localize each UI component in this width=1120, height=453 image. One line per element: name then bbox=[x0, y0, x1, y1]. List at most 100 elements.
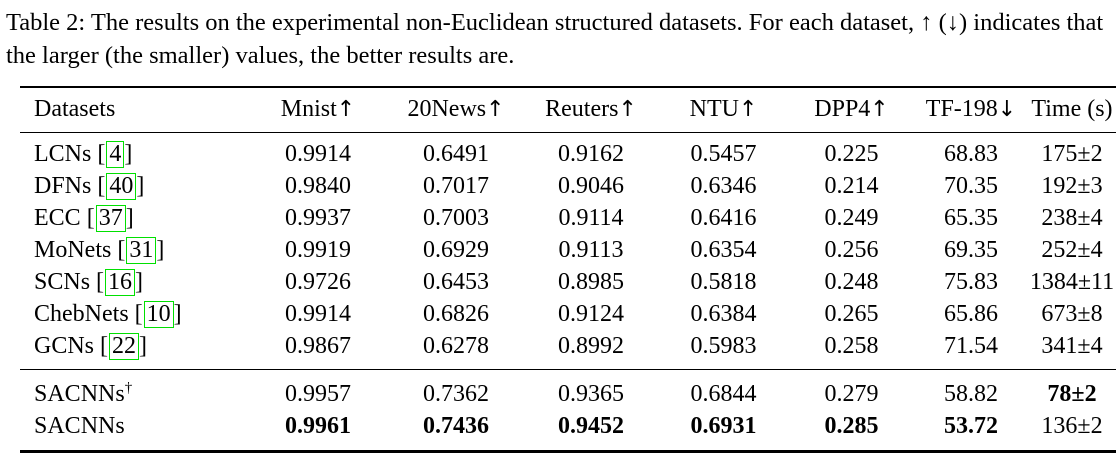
metric-value: 58.82 bbox=[944, 381, 998, 408]
bracket: ] bbox=[125, 205, 134, 232]
column-header-mnist: Mnist↑ bbox=[248, 87, 388, 134]
metric-value: 0.6354 bbox=[690, 237, 757, 264]
table-row-chebnets: ChebNets [10] 0.9914 0.6826 0.9124 0.638… bbox=[20, 298, 1116, 330]
metric-value: 0.6416 bbox=[690, 205, 757, 232]
method-label: MoNets bbox=[34, 237, 112, 264]
metric-value: 0.9840 bbox=[285, 173, 351, 200]
table-row-monets: MoNets [31] 0.9919 0.6929 0.9113 0.6354 … bbox=[20, 234, 1116, 266]
proposed-methods-group: SACNNs† 0.9957 0.7362 0.9365 0.6844 0.27… bbox=[20, 370, 1116, 452]
column-header-label: 20News bbox=[407, 96, 487, 123]
method-name: SACNNs† bbox=[20, 370, 248, 411]
citation-link[interactable]: 40 bbox=[106, 173, 137, 201]
baseline-methods-group: LCNs [4] 0.9914 0.6491 0.9162 0.5457 0.2… bbox=[20, 133, 1116, 371]
metric-value: 0.9046 bbox=[558, 173, 624, 200]
citation-link[interactable]: 10 bbox=[143, 301, 174, 329]
bracket: ] bbox=[156, 237, 165, 264]
metric-value: 0.6844 bbox=[690, 381, 757, 408]
metric-value: 0.279 bbox=[824, 381, 879, 408]
method-label: SACNNs bbox=[34, 381, 125, 408]
bracket: ] bbox=[124, 141, 133, 168]
metric-value: 0.248 bbox=[824, 269, 879, 296]
column-header-dpp4: DPP4↑ bbox=[789, 87, 914, 134]
method-name: SCNs [16] bbox=[20, 266, 248, 298]
metric-value: 69.35 bbox=[944, 237, 998, 264]
up-arrow-icon: ↑ bbox=[618, 97, 637, 123]
metric-value: 0.258 bbox=[789, 330, 914, 371]
table-row-ecc: ECC [37] 0.9937 0.7003 0.9114 0.6416 0.2… bbox=[20, 202, 1116, 234]
citation-link[interactable]: 16 bbox=[105, 269, 136, 297]
column-header-time: Time (s) bbox=[1028, 87, 1116, 134]
metric-value: 75.83 bbox=[944, 269, 998, 296]
metric-value-best: 0.285 bbox=[824, 413, 879, 440]
bracket: ] bbox=[173, 301, 182, 328]
metric-value: 0.9726 bbox=[285, 269, 351, 296]
metric-value: 0.9114 bbox=[558, 205, 624, 232]
metric-value: 673±8 bbox=[1041, 301, 1103, 328]
column-header-label: Mnist bbox=[280, 96, 337, 123]
metric-value: 0.256 bbox=[824, 237, 879, 264]
dagger-superscript: † bbox=[124, 380, 133, 397]
method-name: DFNs [40] bbox=[20, 170, 248, 202]
metric-value: 238±4 bbox=[1041, 205, 1103, 232]
metric-value: 0.225 bbox=[824, 141, 879, 168]
metric-value-best: 53.72 bbox=[944, 413, 998, 440]
metric-value: 0.8985 bbox=[558, 269, 624, 296]
metric-value: 0.5983 bbox=[658, 330, 789, 371]
method-label: SCNs bbox=[34, 269, 91, 296]
metric-value: 0.9113 bbox=[558, 237, 624, 264]
method-label: DFNs bbox=[34, 173, 92, 200]
column-header-label: Reuters bbox=[545, 96, 619, 123]
method-label: GCNs bbox=[34, 333, 95, 360]
bracket: [ bbox=[86, 205, 95, 232]
metric-value: 0.9162 bbox=[558, 141, 624, 168]
method-name: LCNs [4] bbox=[20, 133, 248, 171]
metric-value: 0.9867 bbox=[248, 330, 388, 371]
bracket: [ bbox=[117, 237, 126, 264]
bracket: [ bbox=[134, 301, 143, 328]
table-caption: Table 2: The results on the experimental… bbox=[6, 9, 1104, 69]
table-row-dfns: DFNs [40] 0.9840 0.7017 0.9046 0.6346 0.… bbox=[20, 170, 1116, 202]
metric-value-best: 78±2 bbox=[1047, 381, 1097, 408]
citation-link[interactable]: 4 bbox=[106, 141, 125, 169]
method-label: LCNs bbox=[34, 141, 92, 168]
metric-value-best: 0.7436 bbox=[423, 413, 489, 440]
metric-value: 192±3 bbox=[1041, 173, 1103, 200]
column-header-label: NTU bbox=[689, 96, 739, 123]
column-header-tf198: TF-198↓ bbox=[914, 87, 1028, 134]
metric-value: 0.249 bbox=[824, 205, 879, 232]
column-header-reuters: Reuters↑ bbox=[524, 87, 658, 134]
metric-value: 0.6826 bbox=[423, 301, 489, 328]
bracket: ] bbox=[139, 333, 148, 360]
header-row: Datasets Mnist↑ 20News↑ Reuters↑ NTU↑ DP… bbox=[20, 87, 1116, 134]
bracket: [ bbox=[100, 333, 109, 360]
results-table: Datasets Mnist↑ 20News↑ Reuters↑ NTU↑ DP… bbox=[20, 86, 1116, 453]
bracket: [ bbox=[96, 269, 105, 296]
metric-value: 0.265 bbox=[824, 301, 879, 328]
citation-link[interactable]: 31 bbox=[126, 237, 157, 265]
method-label: SACNNs bbox=[34, 413, 125, 440]
citation-link[interactable]: 37 bbox=[95, 205, 126, 233]
metric-value: 71.54 bbox=[914, 330, 1028, 371]
table-row-gcns: GCNs [22] 0.9867 0.6278 0.8992 0.5983 0.… bbox=[20, 330, 1116, 371]
metric-value: 65.35 bbox=[944, 205, 998, 232]
column-header-label: DPP4 bbox=[814, 96, 871, 123]
metric-value: 1384±11 bbox=[1029, 269, 1115, 296]
column-header-datasets: Datasets bbox=[20, 87, 248, 134]
method-name: MoNets [31] bbox=[20, 234, 248, 266]
method-name: ECC [37] bbox=[20, 202, 248, 234]
method-label: ECC bbox=[34, 205, 81, 232]
column-header-20news: 20News↑ bbox=[388, 87, 524, 134]
table-row-sacnns: SACNNs 0.9961 0.7436 0.9452 0.6931 0.285… bbox=[20, 410, 1116, 452]
metric-value: 0.6929 bbox=[423, 237, 489, 264]
column-header-label: Datasets bbox=[34, 96, 116, 123]
metric-value: 65.86 bbox=[944, 301, 998, 328]
metric-value-best: 0.9961 bbox=[285, 413, 351, 440]
up-arrow-icon: ↑ bbox=[870, 97, 889, 123]
bracket: [ bbox=[97, 173, 106, 200]
table-row-sacnns-dagger: SACNNs† 0.9957 0.7362 0.9365 0.6844 0.27… bbox=[20, 370, 1116, 411]
bracket: [ bbox=[97, 141, 106, 168]
metric-value: 0.6278 bbox=[388, 330, 524, 371]
metric-value: 68.83 bbox=[944, 141, 998, 168]
citation-link[interactable]: 22 bbox=[109, 333, 140, 361]
